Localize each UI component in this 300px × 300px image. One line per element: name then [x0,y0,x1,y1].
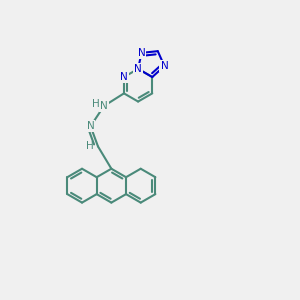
Text: N: N [134,64,142,74]
Text: N: N [87,121,94,131]
Text: N: N [120,72,128,82]
Text: N: N [134,64,142,74]
Text: N: N [138,48,146,58]
Text: N: N [160,61,168,71]
Text: H: H [92,99,100,109]
Text: N: N [100,101,108,111]
Text: H: H [86,141,94,152]
